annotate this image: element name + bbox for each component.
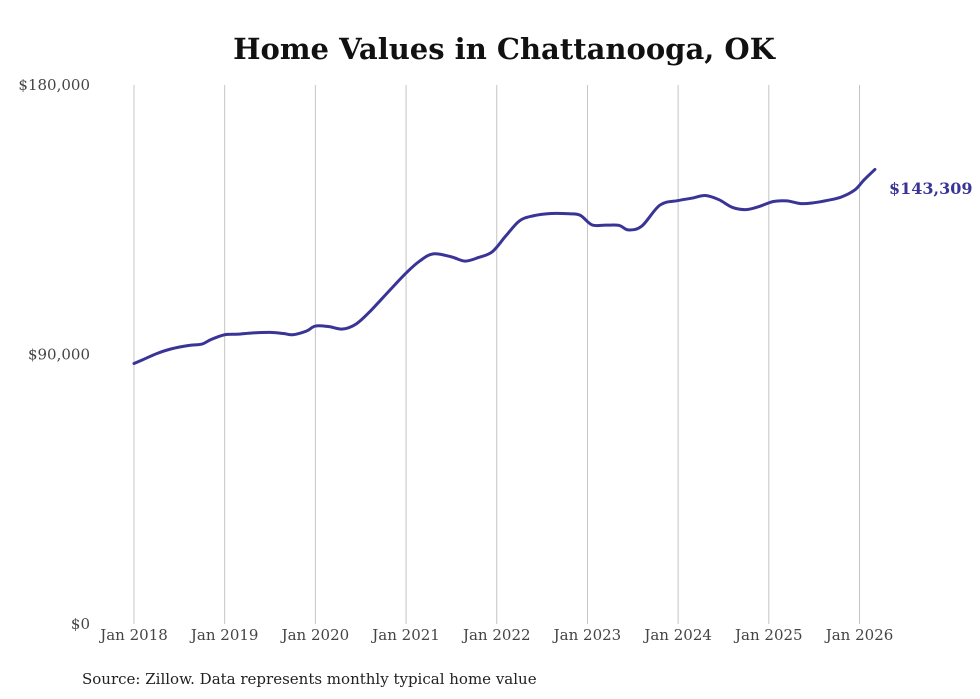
source-note: Source: Zillow. Data represents monthly … <box>82 670 537 688</box>
x-tick-label: Jan 2020 <box>280 626 350 644</box>
x-axis-tick-labels: Jan 2018 Jan 2019 Jan 2020 Jan 2021 Jan 2022… <box>98 626 893 644</box>
x-tick-label: Jan 2019 <box>189 626 259 644</box>
y-tick-label: $0 <box>71 615 90 633</box>
y-axis-tick-labels: $0 $90,000 $180,000 <box>18 76 90 633</box>
x-tick-label: Jan 2018 <box>98 626 168 644</box>
y-tick-label: $90,000 <box>28 346 90 364</box>
x-tick-label: Jan 2021 <box>370 626 440 644</box>
y-tick-label: $180,000 <box>18 76 90 94</box>
x-tick-label: Jan 2026 <box>824 626 894 644</box>
end-value-label: $143,309 <box>889 179 973 198</box>
x-tick-label: Jan 2025 <box>733 626 803 644</box>
series-line-0 <box>132 167 877 365</box>
grid-lines <box>133 85 860 624</box>
chart-title: Home Values in Chattanooga, OK <box>233 32 777 66</box>
series-layer <box>132 167 877 365</box>
x-tick-label: Jan 2024 <box>642 626 712 644</box>
x-tick-label: Jan 2023 <box>552 626 622 644</box>
x-tick-label: Jan 2022 <box>461 626 531 644</box>
